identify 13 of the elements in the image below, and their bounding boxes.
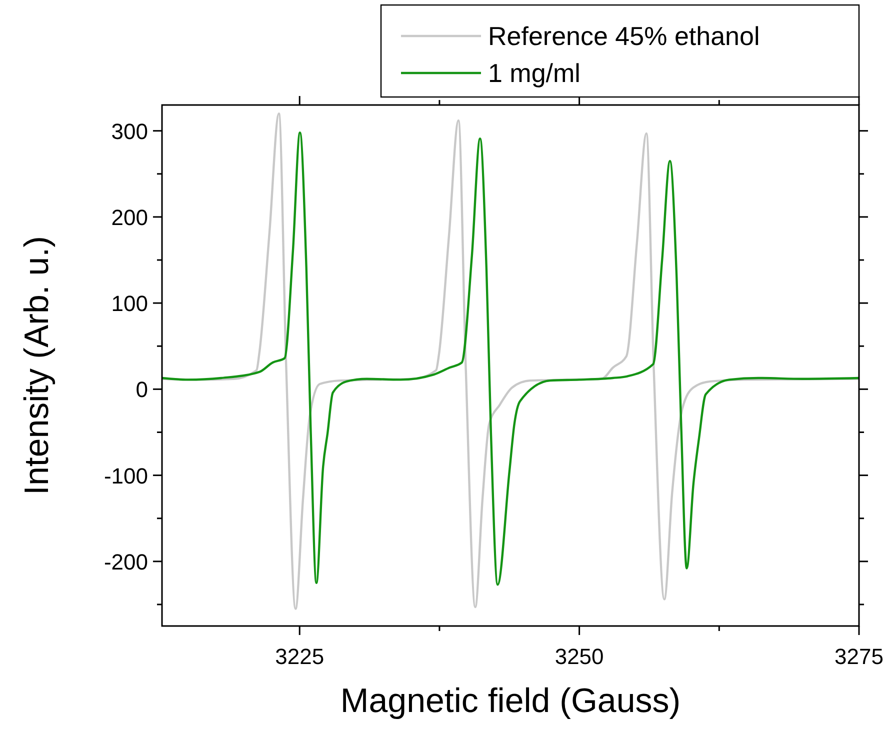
legend-label: 1 mg/ml — [488, 58, 580, 88]
x-tick-label: 3275 — [834, 644, 884, 669]
y-tick-label: 0 — [136, 377, 148, 402]
y-tick-label: 100 — [111, 291, 148, 316]
y-tick-label: 200 — [111, 204, 148, 230]
x-tick-label: 3250 — [554, 644, 604, 669]
y-tick-label: -100 — [104, 463, 148, 488]
y-tick-label: -200 — [104, 549, 148, 574]
y-axis-title: Intensity (Arb. u.) — [18, 236, 56, 495]
x-axis-title: Magnetic field (Gauss) — [340, 682, 681, 720]
legend-label: Reference 45% ethanol — [488, 21, 760, 51]
y-tick-label: 300 — [111, 118, 148, 144]
x-tick-label: 3225 — [275, 644, 324, 669]
